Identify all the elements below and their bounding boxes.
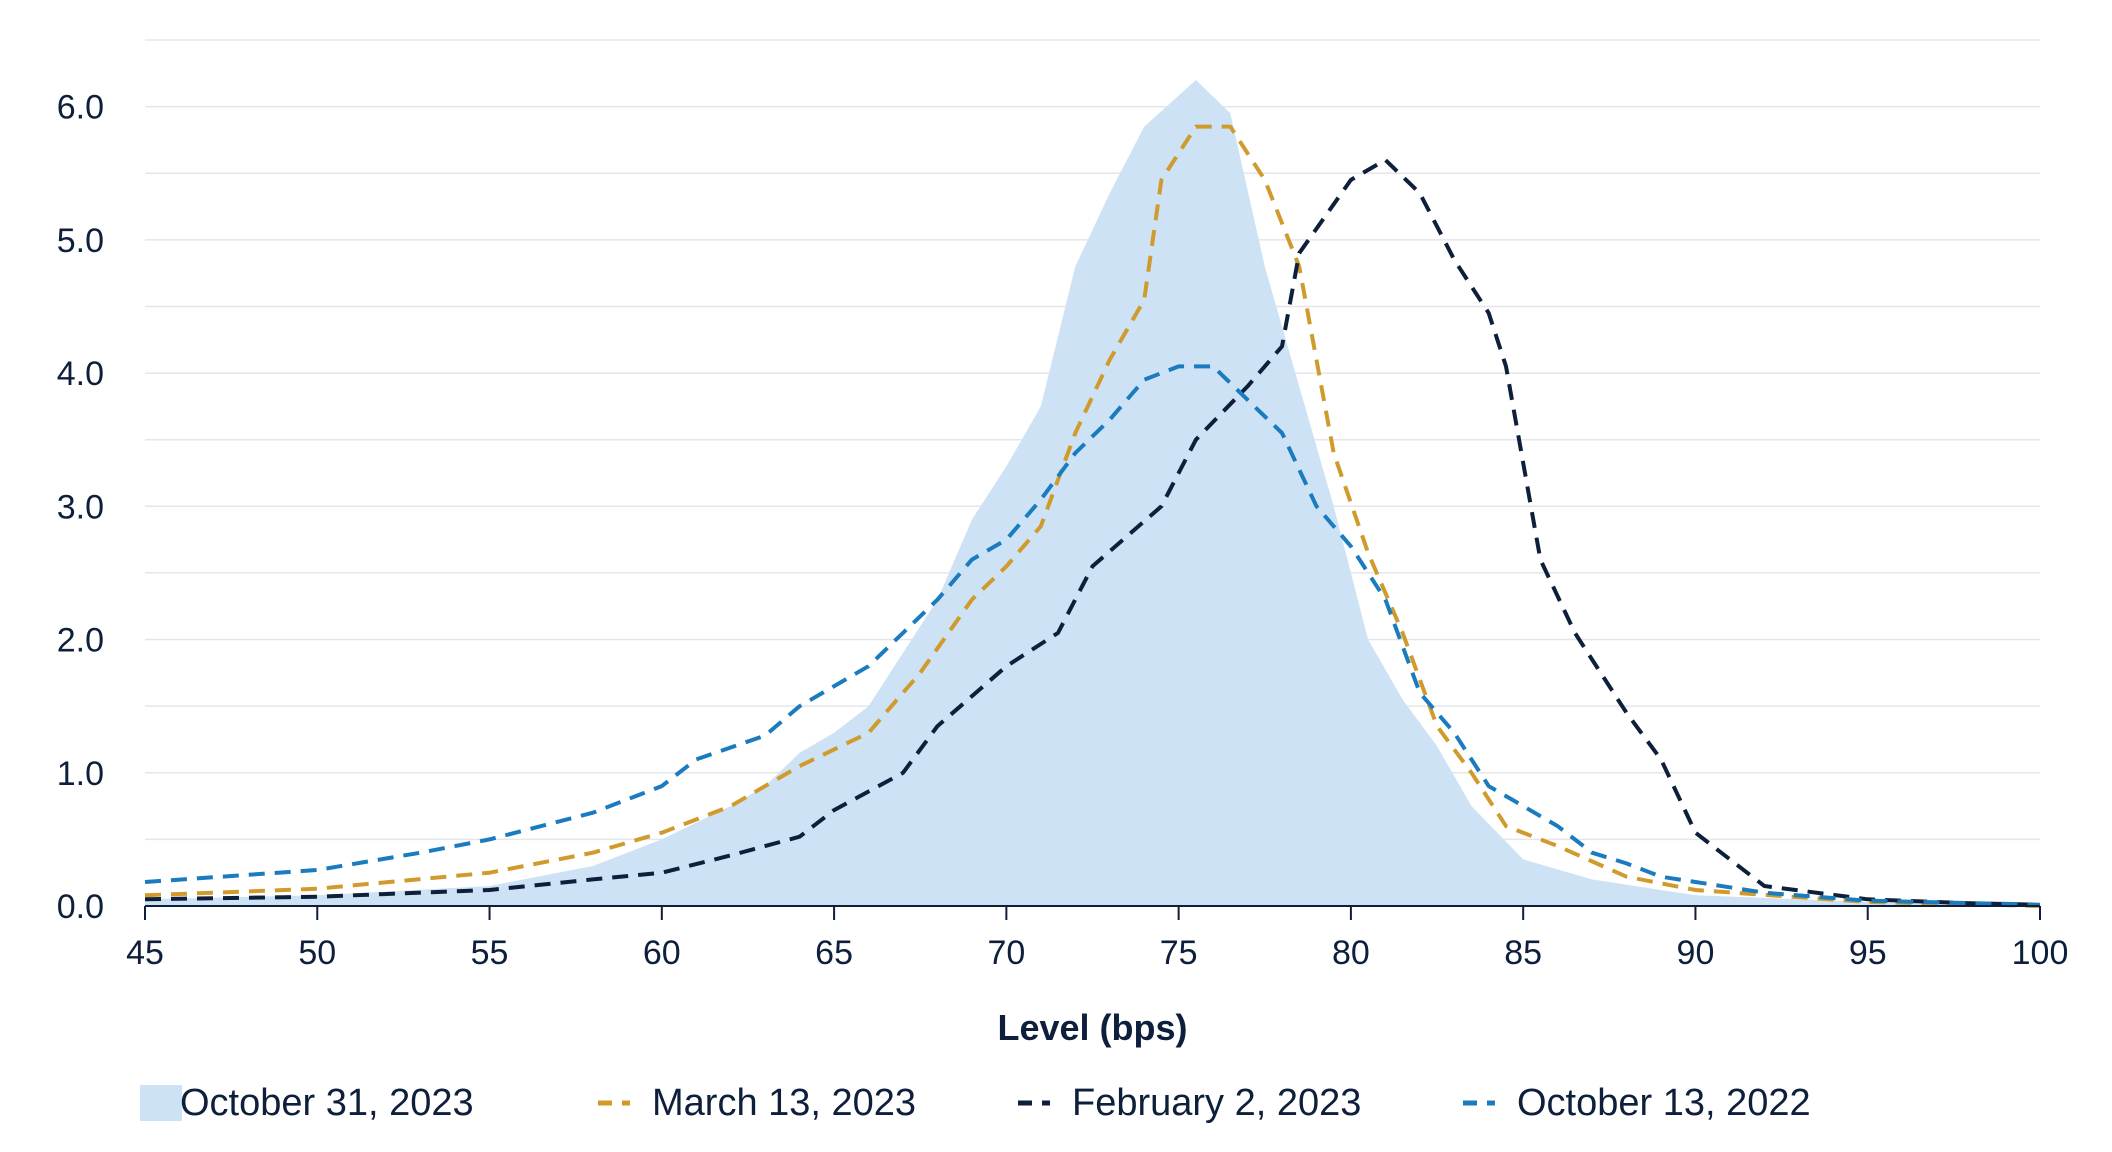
x-tick-label: 90 [1677,934,1715,972]
x-tick-label: 60 [643,934,681,972]
series-line-2 [144,157,2041,907]
legend-label: February 2, 2023 [1072,1082,1361,1124]
y-tick-label: 6.0 [57,89,104,127]
x-axis-title: Level (bps) [997,1007,1187,1048]
legend-item: March 13, 2023 [598,1082,916,1124]
legend-item: October 31, 2023 [140,1082,474,1124]
legend-item: October 13, 2022 [1463,1082,1811,1124]
x-tick-label: 95 [1849,934,1887,972]
x-tick-label: 45 [126,934,164,972]
y-tick-label: 4.0 [57,355,104,393]
series-area-0 [145,80,2040,906]
legend: October 31, 2023 March 13, 2023 February 2… [140,1082,1811,1124]
plot-area [144,80,2041,908]
x-tick-label: 50 [298,934,336,972]
x-tick-label: 65 [815,934,853,972]
x-tick-label: 80 [1332,934,1370,972]
y-tick-label: 1.0 [57,755,104,793]
y-tick-label: 0.0 [57,888,104,926]
x-axis: 45 50 55 60 65 70 75 80 85 90 95 100 [126,905,2069,972]
series-line-1 [144,124,2041,908]
x-tick-label: 70 [987,934,1025,972]
legend-label: October 31, 2023 [180,1082,474,1124]
x-tick-label: 85 [1504,934,1542,972]
y-tick-label: 2.0 [57,622,104,660]
x-tick-label: 75 [1160,934,1198,972]
y-tick-label: 3.0 [57,488,104,526]
y-axis: 0.0 1.0 2.0 3.0 4.0 5.0 6.0 [57,89,104,926]
series-line-3 [144,364,2041,907]
x-tick-label: 55 [471,934,509,972]
legend-label: October 13, 2022 [1517,1082,1811,1124]
legend-swatch [140,1085,182,1121]
legend-item: February 2, 2023 [1018,1082,1361,1124]
x-tick-label: 100 [2012,934,2069,972]
y-tick-label: 5.0 [57,222,104,260]
legend-label: March 13, 2023 [652,1082,916,1124]
